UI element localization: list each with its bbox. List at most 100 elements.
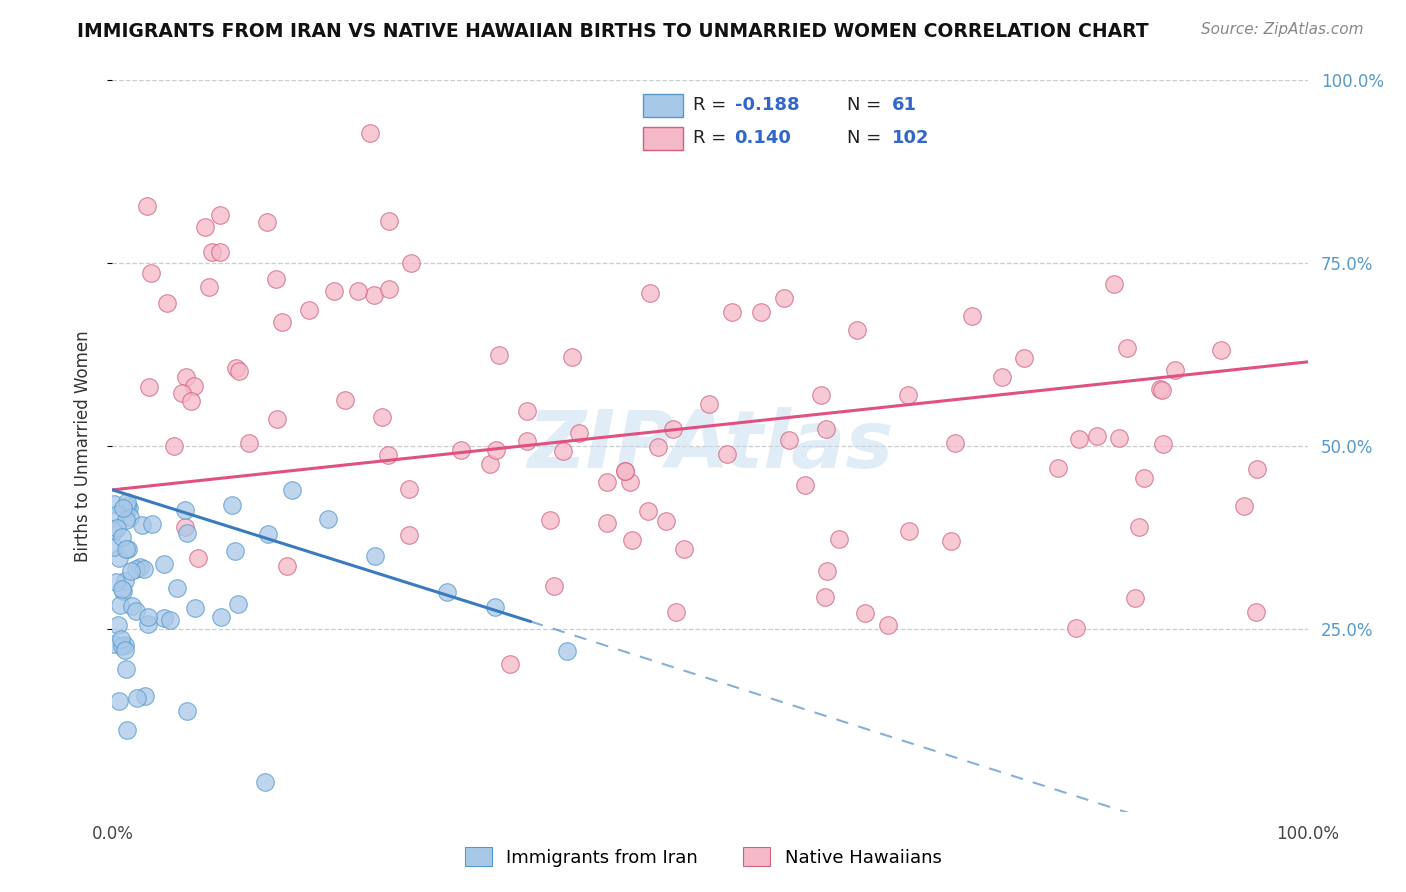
Point bbox=[111, 500, 134, 515]
Point bbox=[108, 599, 131, 613]
Point bbox=[141, 266, 163, 280]
Point bbox=[174, 503, 197, 517]
Point bbox=[276, 558, 298, 573]
Point bbox=[298, 303, 321, 318]
Point bbox=[551, 443, 574, 458]
Point bbox=[253, 775, 276, 789]
Point bbox=[131, 517, 153, 532]
Point bbox=[662, 422, 685, 436]
Point bbox=[1128, 520, 1150, 534]
Point bbox=[176, 704, 198, 718]
Point bbox=[198, 279, 221, 293]
Point bbox=[163, 439, 186, 453]
Point bbox=[136, 617, 159, 632]
Point bbox=[125, 562, 148, 576]
Point bbox=[183, 379, 205, 393]
Point bbox=[399, 256, 422, 270]
Point bbox=[614, 464, 637, 478]
Point bbox=[221, 498, 243, 512]
Point bbox=[153, 558, 176, 572]
Point bbox=[568, 425, 591, 440]
Point bbox=[316, 512, 339, 526]
Point bbox=[377, 214, 399, 228]
Text: ZIPAtlas: ZIPAtlas bbox=[527, 407, 893, 485]
Point bbox=[721, 305, 744, 319]
Point bbox=[1244, 605, 1267, 619]
Point bbox=[194, 220, 217, 235]
Point bbox=[613, 464, 636, 478]
Point bbox=[813, 590, 835, 604]
Point bbox=[103, 637, 125, 651]
Point bbox=[398, 482, 420, 496]
Point bbox=[115, 513, 138, 527]
Point bbox=[516, 404, 538, 418]
Point bbox=[183, 601, 205, 615]
Point bbox=[174, 520, 197, 534]
Point bbox=[209, 245, 232, 260]
Point bbox=[108, 694, 131, 708]
Point bbox=[266, 272, 288, 286]
Point bbox=[335, 393, 357, 408]
Point bbox=[107, 618, 129, 632]
Point bbox=[498, 657, 520, 671]
Point bbox=[647, 440, 669, 454]
Point bbox=[266, 412, 288, 426]
Point bbox=[378, 281, 401, 295]
Point bbox=[176, 526, 198, 541]
Point bbox=[226, 597, 249, 611]
Point bbox=[118, 500, 141, 515]
Point bbox=[1123, 591, 1146, 606]
Point bbox=[136, 199, 159, 213]
Point bbox=[1209, 343, 1232, 357]
Point bbox=[450, 443, 472, 458]
Point bbox=[114, 574, 136, 588]
Point bbox=[773, 291, 796, 305]
Point bbox=[815, 564, 838, 578]
Point bbox=[845, 322, 868, 336]
Point bbox=[637, 504, 659, 518]
Point bbox=[107, 508, 129, 522]
Point bbox=[110, 632, 132, 646]
Point bbox=[941, 533, 963, 548]
Point bbox=[853, 606, 876, 620]
Point bbox=[371, 410, 394, 425]
Point bbox=[238, 436, 260, 450]
Point bbox=[876, 617, 898, 632]
Point bbox=[141, 516, 163, 531]
Point bbox=[621, 533, 644, 548]
Point bbox=[1246, 461, 1268, 475]
Point bbox=[225, 361, 247, 376]
Text: Source: ZipAtlas.com: Source: ZipAtlas.com bbox=[1201, 22, 1364, 37]
Point bbox=[1233, 499, 1256, 513]
Point bbox=[1047, 461, 1070, 475]
Point bbox=[810, 388, 832, 402]
Point bbox=[117, 500, 139, 514]
Point bbox=[478, 458, 501, 472]
Point bbox=[377, 448, 399, 462]
Point bbox=[538, 513, 561, 527]
Point bbox=[827, 532, 849, 546]
Text: IMMIGRANTS FROM IRAN VS NATIVE HAWAIIAN BIRTHS TO UNMARRIED WOMEN CORRELATION CH: IMMIGRANTS FROM IRAN VS NATIVE HAWAIIAN … bbox=[77, 22, 1149, 41]
Point bbox=[1152, 437, 1174, 451]
Point bbox=[271, 315, 294, 329]
Point bbox=[118, 510, 141, 524]
Point bbox=[124, 604, 146, 618]
Point bbox=[960, 309, 983, 323]
Point bbox=[103, 497, 125, 511]
Point bbox=[1012, 351, 1035, 366]
Point bbox=[697, 397, 720, 411]
Point bbox=[256, 215, 278, 229]
Point bbox=[111, 531, 134, 545]
Point bbox=[1064, 621, 1087, 635]
Point bbox=[224, 543, 246, 558]
Point bbox=[114, 643, 136, 657]
Point bbox=[655, 514, 678, 528]
Point bbox=[134, 689, 156, 703]
Point bbox=[485, 443, 508, 458]
Point bbox=[125, 690, 148, 705]
Point bbox=[543, 578, 565, 592]
Point bbox=[398, 528, 420, 542]
Point bbox=[111, 639, 134, 653]
Point bbox=[897, 524, 920, 539]
Point bbox=[1150, 383, 1173, 397]
